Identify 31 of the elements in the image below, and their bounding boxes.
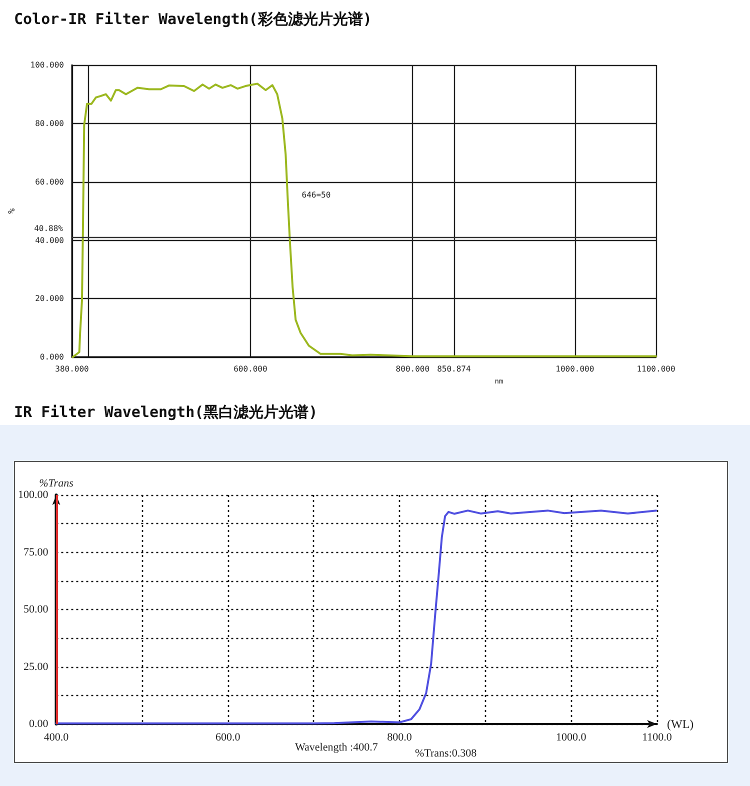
- x-tick-label: 800.000: [396, 364, 430, 374]
- x-tick-label: 1100.0: [642, 732, 672, 744]
- y-tick-label: 0.00: [29, 718, 49, 730]
- chart-title: IR Filter Wavelength(黑白滤光片光谱): [14, 403, 318, 422]
- x-tick-label: 600.0: [216, 732, 241, 744]
- y-tick-label: 50.00: [24, 604, 49, 616]
- y-tick-label: 0.000: [40, 352, 64, 362]
- y-tick-label: 60.000: [35, 177, 64, 186]
- y-tick-label: 25.00: [24, 660, 49, 673]
- y-axis-title: %Trans: [39, 478, 74, 490]
- y-tick-label: 100.000: [30, 60, 64, 70]
- text: Wavelength :400.7: [295, 742, 378, 754]
- y-tick-label: 80.000: [35, 118, 64, 128]
- x-tick-label: 380.000: [55, 364, 90, 374]
- y-tick-label: 40.000: [35, 236, 64, 245]
- x-axis-title: (WL): [667, 717, 694, 731]
- y-tick-label: 75.00: [24, 546, 49, 558]
- x-tick-label: 800.0: [387, 732, 412, 744]
- x-tick-label: 1000.000: [556, 364, 594, 374]
- x-tick-label: 400.0: [44, 732, 70, 744]
- chart-title: Color-IR Filter Wavelength(彩色滤光片光谱): [14, 10, 372, 29]
- x-tick-label: 600.000: [234, 364, 268, 374]
- y-tick-label: 100.00: [18, 489, 49, 501]
- x-tick-label: 850.874: [437, 364, 471, 374]
- annotation: 646=50: [302, 190, 331, 200]
- ref-line-label: 40.88%: [34, 224, 64, 234]
- x-tick-label: 1000.0: [556, 732, 587, 744]
- y-axis-title: %: [8, 208, 18, 214]
- text: %Trans:0.308: [415, 748, 478, 760]
- y-tick-label: 20.000: [35, 294, 64, 304]
- x-tick-label: 1100.000: [636, 364, 676, 374]
